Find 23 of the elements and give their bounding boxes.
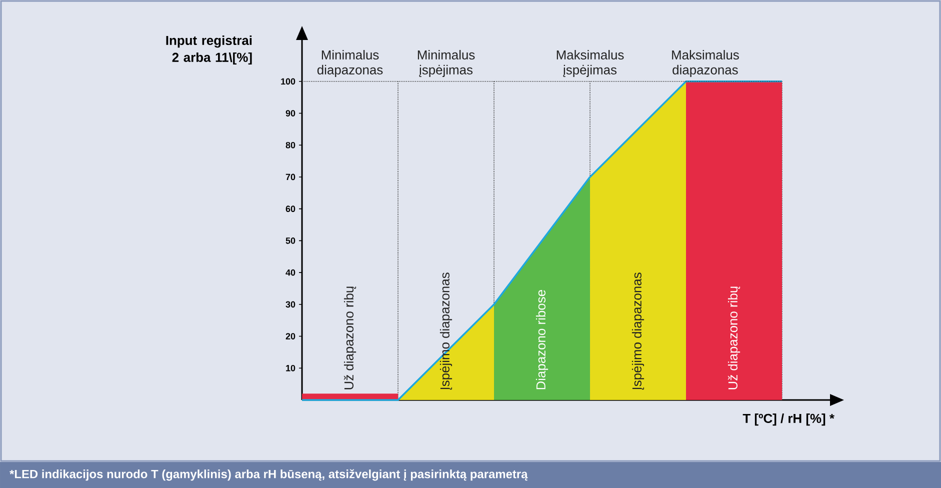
y-tick-label: 50 [286, 238, 296, 244]
annotation: Už diapazono ribų [344, 286, 356, 390]
annotation: Minimalus diapazonas [317, 50, 383, 78]
annotation: Minimalus įspėjimas [418, 50, 475, 78]
y-tick-label: 60 [286, 206, 296, 212]
y-tick-label: 100 [281, 78, 296, 85]
annotation: Už diapazono ribų [728, 286, 740, 390]
y-tick-label: 10 [286, 364, 296, 372]
annotation: Diapazono ribose [536, 290, 548, 390]
text: *LED indikacijos nurodo T (gamyklinis) arba rH būseną, atsižvelgiant į pasirinktą parametrą [10, 469, 528, 481]
annotation: Įspėjimo diapazonas [440, 272, 452, 390]
y-tick-label: 80 [286, 142, 296, 148]
annotation: Maksimalus diapazonas [672, 50, 739, 78]
line-series [301, 80, 783, 401]
annotation: Įspėjimo diapazonas [632, 272, 644, 390]
x-axis-title: T [ºC] / rH [%] * [742, 414, 834, 426]
annotation: Maksimalus įspėjimas [556, 50, 624, 78]
y-tick-label: 90 [286, 110, 296, 116]
y-tick-label: 30 [286, 301, 296, 308]
y-tick-label: 20 [286, 333, 296, 340]
y-tick-label: 40 [286, 269, 296, 276]
y-axis-title: Input registrai 2 arba 11\[%] [166, 36, 252, 65]
y-tick-label: 70 [286, 174, 296, 180]
